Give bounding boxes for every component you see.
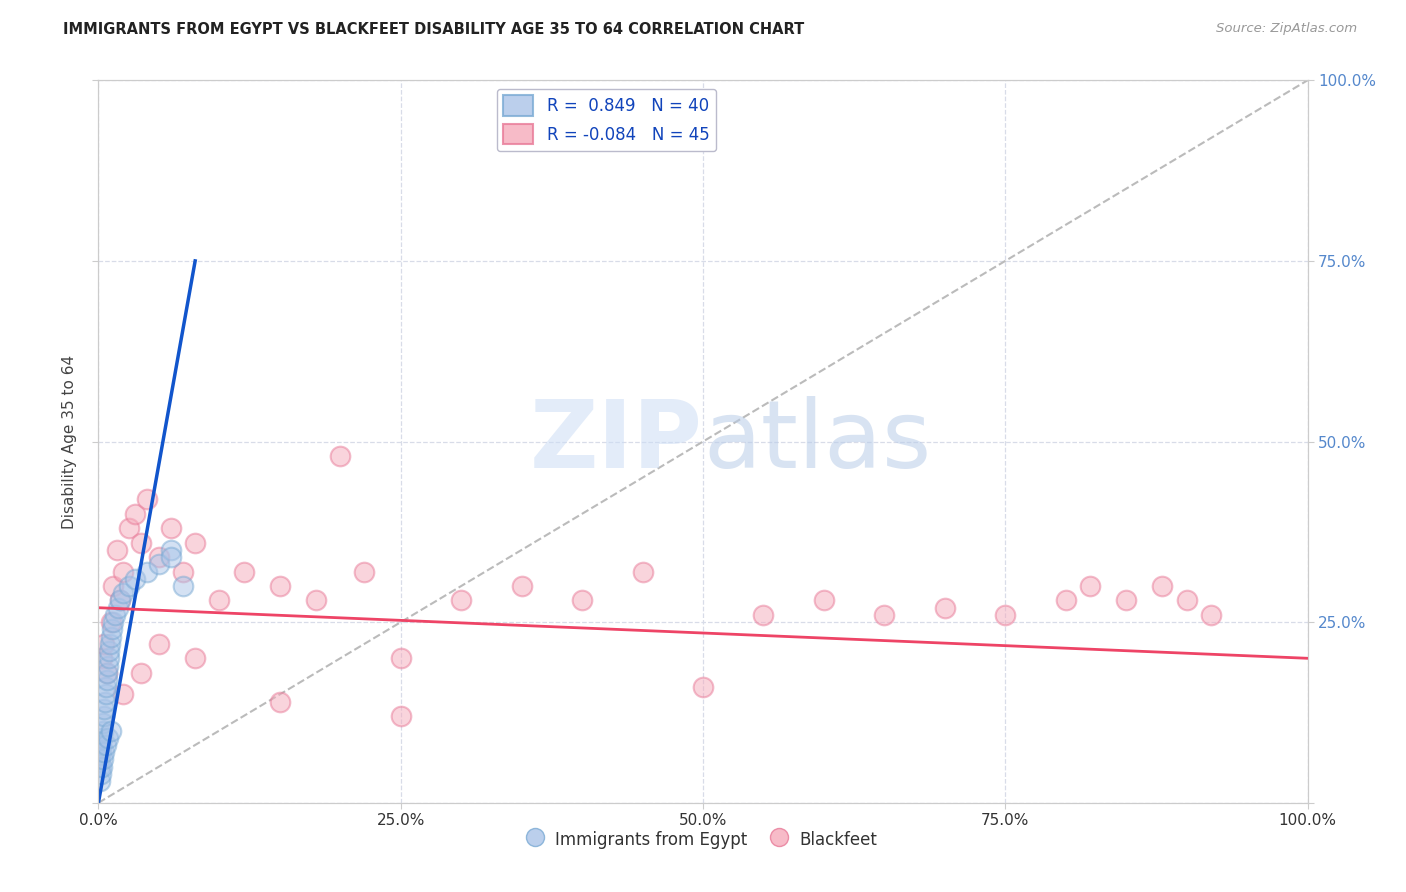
Point [129,665,152,680]
Text: atlas: atlas [703,395,931,488]
Point [108,593,131,607]
Point [111,565,134,579]
Point [108,593,131,607]
Point [1199,607,1222,622]
Point [93,702,115,716]
Point [96,673,118,687]
Point [100,723,122,738]
Point [329,449,352,463]
Point [1054,593,1077,607]
Y-axis label: Disability Age 35 to 64: Disability Age 35 to 64 [62,354,77,529]
Point [91,651,114,665]
Point [994,607,1017,622]
Point [100,615,122,630]
Point [1078,579,1101,593]
Point [111,687,134,701]
Point [100,630,122,644]
Point [96,665,118,680]
Point [631,565,654,579]
Point [107,600,129,615]
Point [124,572,146,586]
Point [96,680,118,694]
Point [1115,593,1137,607]
Point [873,607,896,622]
Point [104,607,127,622]
Point [305,593,328,607]
Point [172,565,194,579]
Point [98,644,121,658]
Point [124,507,146,521]
Point [97,731,120,745]
Point [91,752,114,766]
Point [94,687,117,701]
Point [269,695,291,709]
Point [118,521,141,535]
Point [94,738,117,752]
Point [1175,593,1198,607]
Point [160,521,183,535]
Point [91,760,114,774]
Point [353,565,375,579]
Point [89,752,111,766]
Point [160,542,183,557]
Point [90,767,112,781]
Point [148,558,170,572]
Point [89,760,111,774]
Point [135,565,157,579]
Point [94,695,117,709]
Point [148,550,170,565]
Point [98,637,121,651]
Point [232,565,254,579]
Point [97,658,120,673]
Point [100,623,122,637]
Point [934,600,956,615]
Point [129,535,152,549]
Point [813,593,835,607]
Point [389,651,412,665]
Point [184,651,207,665]
Point [96,665,118,680]
Legend: Immigrants from Egypt, Blackfeet: Immigrants from Egypt, Blackfeet [522,822,884,856]
Point [91,716,114,731]
Point [101,615,124,630]
Point [208,593,231,607]
Point [510,579,533,593]
Point [184,535,207,549]
Point [148,637,170,651]
Point [93,709,115,723]
Point [172,579,194,593]
Point [752,607,775,622]
Point [89,774,111,789]
Point [1152,579,1174,593]
Point [105,542,128,557]
Point [135,492,157,507]
Text: IMMIGRANTS FROM EGYPT VS BLACKFEET DISABILITY AGE 35 TO 64 CORRELATION CHART: IMMIGRANTS FROM EGYPT VS BLACKFEET DISAB… [63,22,804,37]
Point [91,723,114,738]
Point [118,579,141,593]
Point [93,745,115,759]
Text: ZIP: ZIP [530,395,703,488]
Point [111,586,134,600]
Point [90,738,112,752]
Point [97,651,120,665]
Point [692,680,714,694]
Point [389,709,412,723]
Point [450,593,472,607]
Point [90,745,112,759]
Point [269,579,291,593]
Point [571,593,593,607]
Text: Source: ZipAtlas.com: Source: ZipAtlas.com [1216,22,1357,36]
Point [101,579,124,593]
Point [91,731,114,745]
Point [160,550,183,565]
Point [93,637,115,651]
